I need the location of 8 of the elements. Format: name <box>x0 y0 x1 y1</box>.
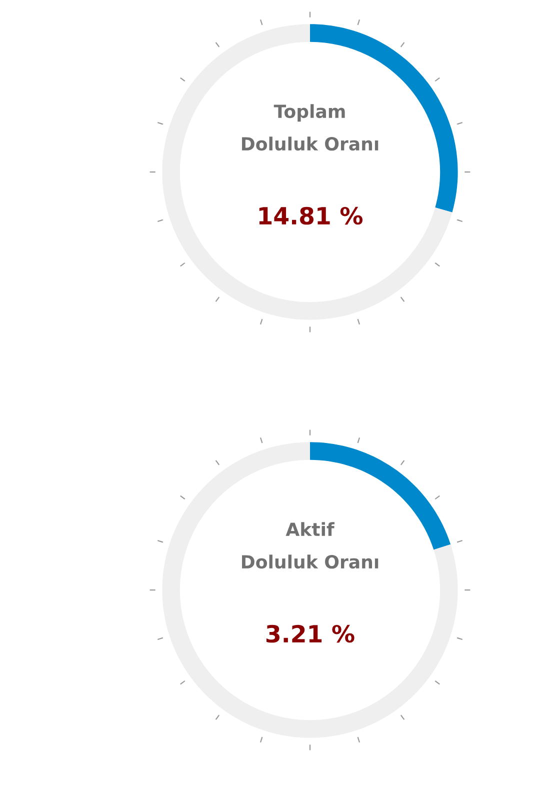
donut-slice <box>162 442 458 738</box>
text: 3.21 % <box>266 624 354 643</box>
text: Doluluk Oranı <box>242 554 378 569</box>
text: 14.81 % <box>259 206 363 225</box>
text: Aktif <box>286 522 334 536</box>
text: Toplam <box>274 104 345 122</box>
donut-slice <box>162 24 452 320</box>
text: Doluluk Oranı <box>242 136 378 151</box>
